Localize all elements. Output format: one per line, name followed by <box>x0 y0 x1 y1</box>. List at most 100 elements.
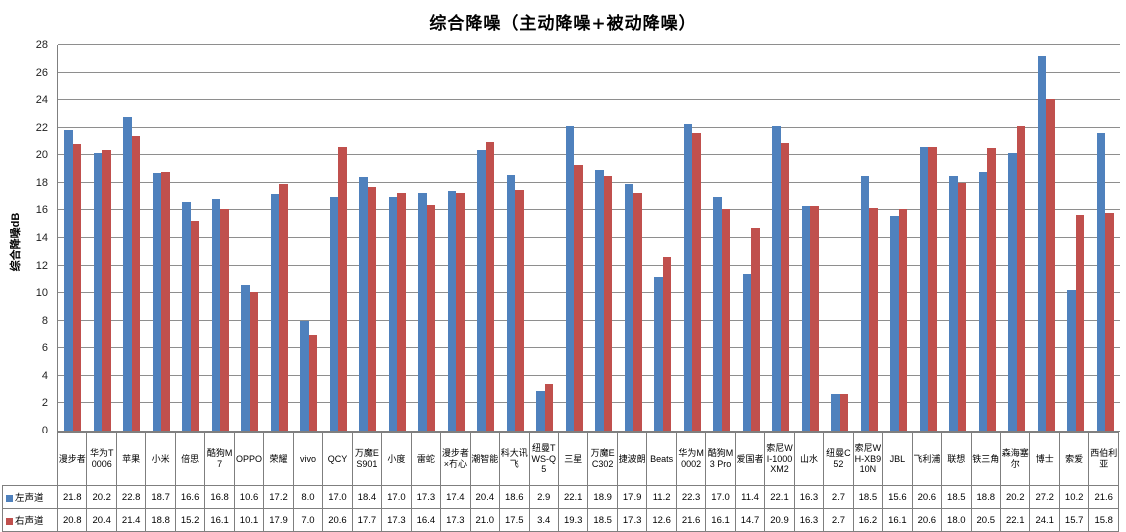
value-cell: 22.1 <box>999 508 1031 532</box>
gridline <box>58 126 1120 128</box>
value-cell: 17.9 <box>263 508 294 532</box>
bar-left-channel <box>860 175 870 431</box>
value-cell: 16.3 <box>793 485 825 509</box>
bar-right-channel <box>426 204 436 431</box>
bar-right-channel <box>1016 126 1026 431</box>
y-tick-label: 10 <box>35 287 48 300</box>
bar-left-channel <box>536 391 545 431</box>
bar-right-channel <box>574 164 583 431</box>
value-cell: 18.5 <box>852 485 884 509</box>
category-header-cell: 荣耀 <box>263 432 294 486</box>
category-header-row: 漫步者 华为T0006 苹果 小米 倍思 酷狗M7 OPPO 荣耀 vivo QCY 万魔ES901… <box>2 432 1119 486</box>
table-row: 左声道 21.8 20.2 22.8 18.7 16.6 16.8 10.6 17.2 8.0 17… <box>2 485 1119 509</box>
value-cell: 18.7 <box>145 485 176 509</box>
bar-right-channel <box>633 192 642 431</box>
value-cell: 15.7 <box>1058 508 1090 532</box>
bar-right-channel <box>987 148 996 431</box>
value-cell: 2.7 <box>823 508 854 532</box>
y-tick-label: 0 <box>41 425 48 437</box>
value-cell: 27.2 <box>1029 485 1060 509</box>
category-header-cell: 纽曼TWS-Q5 <box>528 432 559 486</box>
y-tick-label: 6 <box>41 342 48 355</box>
value-cell: 18.8 <box>145 508 176 532</box>
y-tick-label: 12 <box>35 259 48 272</box>
value-cell: 17.3 <box>616 508 648 532</box>
value-cell: 22.1 <box>557 485 589 509</box>
y-tick-label: 20 <box>35 149 48 162</box>
value-cell: 16.8 <box>204 485 235 509</box>
value-cell: 17.2 <box>263 485 294 509</box>
value-cell: 17.9 <box>616 485 648 509</box>
gridline <box>58 402 1120 404</box>
bar-left-channel <box>93 152 103 431</box>
bar-right-channel <box>190 221 200 431</box>
bar-right-channel <box>485 141 495 431</box>
category-header-cell: 科大讯飞 <box>499 432 530 486</box>
value-cell: 15.8 <box>1088 508 1119 532</box>
gridline <box>58 319 1120 321</box>
value-cell: 17.0 <box>705 485 736 509</box>
bar-right-channel <box>1046 98 1055 431</box>
bar-left-channel <box>329 196 339 431</box>
value-cell: 15.2 <box>174 508 206 532</box>
bar-left-channel <box>624 184 634 431</box>
value-cell: 8.0 <box>292 485 324 509</box>
value-cell: 21.6 <box>1088 485 1119 509</box>
value-cell: 16.1 <box>204 508 235 532</box>
value-cell: 17.0 <box>381 485 412 509</box>
bar-right-channel <box>780 142 790 431</box>
legend-key-icon <box>6 494 13 502</box>
gridline <box>58 71 1120 73</box>
value-cell: 21.8 <box>56 485 88 509</box>
value-cell: 11.4 <box>734 485 766 509</box>
value-cell: 20.6 <box>322 508 353 532</box>
bar-right-channel <box>957 182 967 431</box>
bar-right-channel <box>603 175 613 431</box>
value-cell: 7.0 <box>292 508 324 532</box>
bar-left-channel <box>978 171 988 431</box>
bar-left-channel <box>1096 133 1106 431</box>
bar-right-channel <box>338 147 347 431</box>
value-cell: 17.7 <box>351 508 383 532</box>
category-header-cell: 铁三角 <box>970 432 1002 486</box>
bar-right-channel <box>397 192 406 431</box>
gridline <box>58 347 1120 349</box>
value-cell: 20.6 <box>911 508 943 532</box>
value-cell: 12.6 <box>646 508 677 532</box>
gridline <box>58 209 1120 211</box>
category-header-cell: 雷蛇 <box>410 432 442 486</box>
bar-left-channel <box>772 126 781 431</box>
bar-right-channel <box>810 206 819 431</box>
value-cell: 18.0 <box>941 508 972 532</box>
category-header-cell: 博士 <box>1029 432 1060 486</box>
value-cell: 21.0 <box>469 508 501 532</box>
category-header-cell: 华为M0002 <box>675 432 707 486</box>
category-header-cell: 漫步者×冇心 <box>440 432 471 486</box>
bar-left-channel <box>270 193 280 431</box>
value-cell: 22.8 <box>115 485 147 509</box>
value-cell: 17.3 <box>440 508 471 532</box>
category-header-cell: 潮智能 <box>469 432 501 486</box>
bar-left-channel <box>919 147 929 431</box>
value-cell: 15.6 <box>882 485 913 509</box>
value-cell: 20.8 <box>56 508 88 532</box>
value-cell: 17.3 <box>381 508 412 532</box>
gridline <box>58 181 1120 183</box>
value-cell: 10.1 <box>233 508 265 532</box>
data-table: 漫步者 华为T0006 苹果 小米 倍思 酷狗M7 OPPO 荣耀 vivo QCY 万魔ES901… <box>2 432 1119 532</box>
bar-left-channel <box>241 284 250 431</box>
value-cell: 3.4 <box>528 508 559 532</box>
bar-left-channel <box>890 215 899 431</box>
gridline <box>58 44 1120 45</box>
value-cell: 17.0 <box>322 485 353 509</box>
gridline <box>58 237 1120 238</box>
value-cell: 17.5 <box>499 508 530 532</box>
value-cell: 16.2 <box>852 508 884 532</box>
bar-left-channel <box>477 149 486 431</box>
table-row: 右声道 20.8 20.4 21.4 18.8 15.2 16.1 10.1 17.9 7.0 20… <box>2 508 1119 532</box>
category-header-cell: 倍思 <box>174 432 206 486</box>
category-header-cell: 西伯利亚 <box>1088 432 1119 486</box>
value-cell: 20.2 <box>999 485 1031 509</box>
y-tick-label: 14 <box>35 232 48 244</box>
gridline <box>58 264 1120 266</box>
